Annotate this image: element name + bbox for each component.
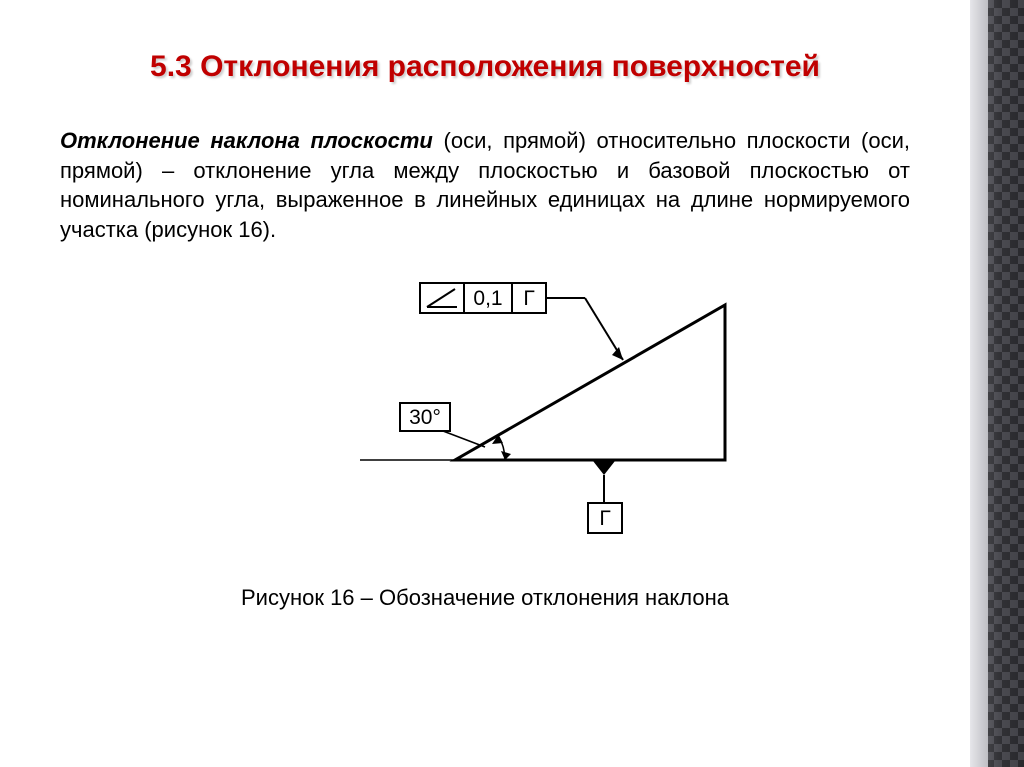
angle-leader <box>443 431 485 447</box>
figure-caption: Рисунок 16 – Обозначение отклонения накл… <box>60 585 910 611</box>
tol-value: 0,1 <box>473 287 502 310</box>
figure-16: 30° 0,1 Г Г Рисунок 1 <box>60 275 910 611</box>
slide-title: 5.3 Отклонения расположения поверхностей <box>60 50 910 84</box>
datum-foot <box>593 461 615 475</box>
edge-stripe <box>970 0 1024 767</box>
tolerance-frame: 0,1 Г <box>420 283 546 313</box>
angle-label-text: 30° <box>409 406 441 429</box>
lead-term: Отклонение наклона плоскости <box>60 128 433 153</box>
triangle <box>455 305 725 460</box>
tol-leader-arrow <box>612 347 623 360</box>
tol-datum: Г <box>523 287 534 310</box>
diagram-svg: 30° 0,1 Г Г <box>205 275 765 555</box>
body-paragraph: Отклонение наклона плоскости (оси, прямо… <box>60 126 910 245</box>
slide-content: 5.3 Отклонения расположения поверхностей… <box>0 0 970 767</box>
datum-text: Г <box>599 507 610 530</box>
